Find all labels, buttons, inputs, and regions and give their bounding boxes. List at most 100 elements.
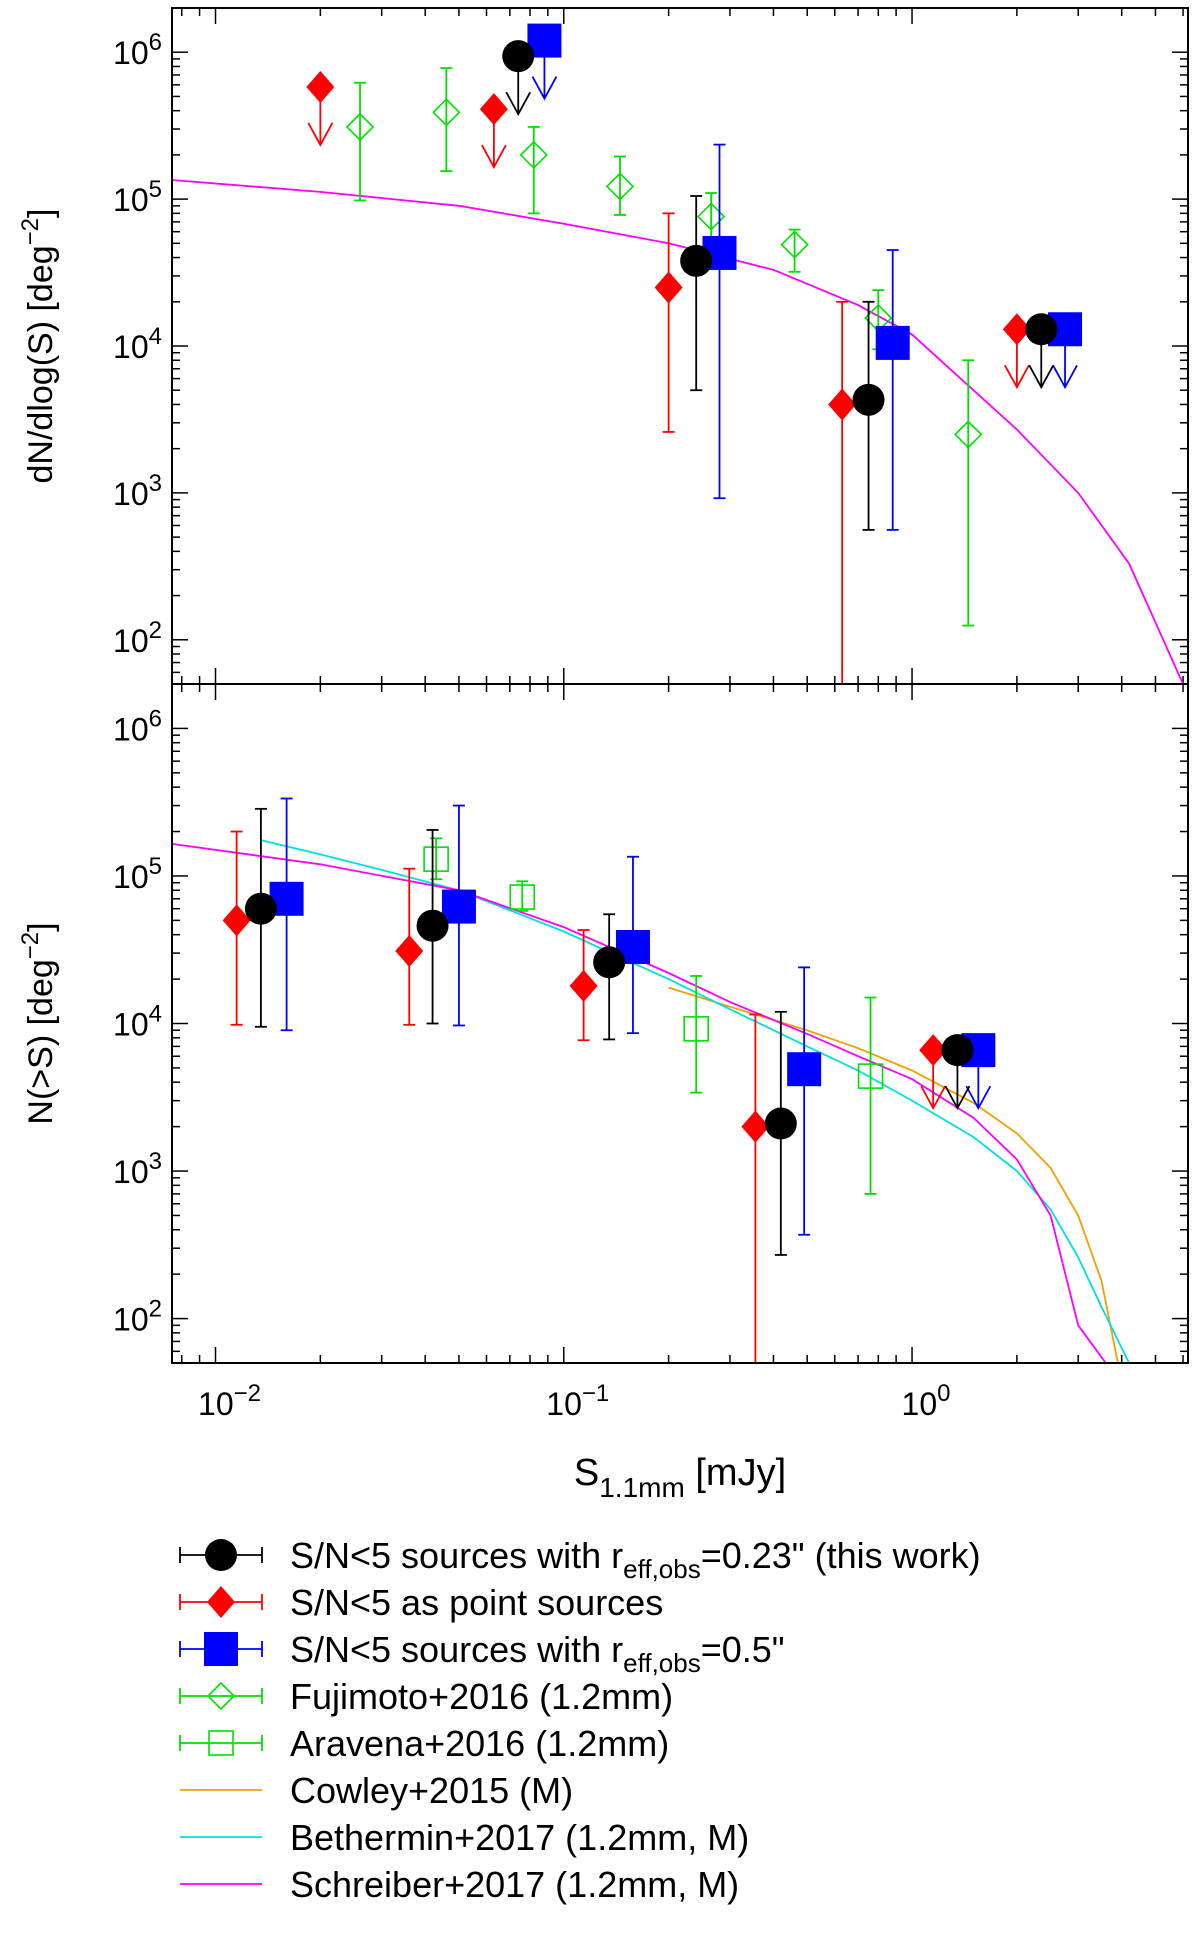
data-point [828,388,857,421]
x-tick-label: 10−1 [546,1380,609,1422]
y-tick-label-exp: 4 [149,323,162,350]
arrow-head [920,1085,946,1111]
data-point [432,98,461,127]
error-bar [354,81,367,202]
legend-item-aravena: Aravena+2016 (1.2mm) [179,1723,669,1764]
y-tick-label: 102 [113,617,162,659]
tick-marks [172,683,1188,1364]
y-tick-label: 103 [113,470,162,512]
y-axis-label-sup: −2 [17,932,44,959]
data-point [857,1063,884,1089]
y-axis-label-sup: −2 [17,218,44,245]
curve-schreiber [172,179,1184,684]
data-point [787,1052,822,1087]
y-tick-label-exp: 3 [149,470,162,497]
data-point [954,420,983,449]
y-tick-label-exp: 5 [149,176,162,203]
plot-frame [171,7,1189,1364]
data-point [593,946,626,979]
legend-label-main: S/N<5 sources with r [290,1629,623,1670]
y-tick-label-base: 10 [113,623,149,659]
legend-item-bethermin: Bethermin+2017 (1.2mm, M) [180,1817,749,1858]
x-tick-label: 10−2 [198,1380,261,1422]
legend-label-main: S/N<5 as point sources [290,1582,663,1623]
data-point [875,325,910,360]
upper-limit-point [1002,313,1031,346]
data-point [395,935,424,968]
upper-limit-point [941,1034,974,1067]
legend-label: Aravena+2016 (1.2mm) [290,1723,669,1764]
error-bar [690,195,703,392]
series-aravena [423,837,884,1195]
data-point [605,172,635,201]
data-point [569,969,598,1002]
x-tick-label-base: 10 [902,1386,938,1422]
arrow-head [1004,364,1030,390]
error-bar [662,212,675,433]
error-bar [886,249,899,531]
legend-label: S/N<5 sources with reff,obs=0.23" (this … [290,1535,981,1584]
y-tick-label-base: 10 [113,1154,149,1190]
arrow-head [1028,364,1055,390]
x-tick-label-exp: 0 [937,1380,950,1407]
error-bar [516,880,529,912]
series-r05 [527,23,1083,531]
x-tick-label-base: 10 [546,1386,582,1422]
arrow-head [944,1085,971,1111]
tick-marks [172,7,1188,685]
error-bar [749,1013,762,1364]
y-tick-label-base: 10 [113,35,149,71]
legend-label-sub: eff,obs [623,1554,701,1584]
legend-marker [204,1632,238,1666]
legend-label-end: =0.5" [701,1629,785,1670]
error-bar [527,126,540,215]
error-bar [705,192,718,245]
arrow-head [531,76,558,101]
legend-label-main: Bethermin+2017 (1.2mm, M) [290,1817,749,1858]
data-point [244,892,277,925]
y-tick-label: 105 [113,176,162,218]
x-axis-label: S1.1mm [mJy] [574,1452,786,1503]
series-r05 [269,797,996,1236]
y-axis-label-main: dN/dlog(S) [deg [22,245,60,483]
y-tick-label-exp: 2 [149,617,162,644]
upper-limit-point [919,1034,948,1067]
upper-limit-point [1025,313,1058,346]
x-tick-label-base: 10 [198,1386,234,1422]
x-tick-label-exp: −2 [234,1380,261,1407]
series-this_work [502,40,1058,531]
y-tick-label-base: 10 [113,1007,149,1043]
y-tick-label-base: 10 [113,182,149,218]
y-axis-label: N(>S) [deg−2] [17,922,60,1124]
data-point [416,909,449,942]
error-bar [836,300,849,685]
x-tick-label: 100 [902,1380,951,1422]
upper-limit-point [306,70,335,103]
legend-label: S/N<5 sources with reff,obs=0.5" [290,1629,785,1678]
legend-item-cowley: Cowley+2015 (M) [180,1770,573,1811]
legend-errorbar [179,1735,263,1751]
legend-marker [207,1586,235,1618]
data-point [741,1110,770,1143]
y-tick-label-exp: 6 [149,29,162,56]
y-tick-label-exp: 6 [149,705,162,732]
legend-marker [206,1681,236,1711]
y-tick-label: 104 [113,1001,162,1043]
y-tick-label: 103 [113,1148,162,1190]
error-bar [440,67,453,173]
legend-label-main: Schreiber+2017 (1.2mm, M) [290,1864,739,1905]
x-tick-label-exp: −1 [582,1380,609,1407]
y-tick-label-base: 10 [113,859,149,895]
data-point [345,112,375,142]
curve-schreiber [172,843,1107,1363]
upper-limit-point [479,93,508,126]
y-axis-label-main: N(>S) [deg [22,959,60,1124]
y-axis-label-end: ] [22,209,60,218]
series-fujimoto [345,67,983,627]
legend-marker [208,1730,234,1756]
data-point [780,230,809,259]
legend-item-schreiber: Schreiber+2017 (1.2mm, M) [180,1864,739,1905]
legend-item-r05: S/N<5 sources with reff,obs=0.5" [179,1629,785,1678]
